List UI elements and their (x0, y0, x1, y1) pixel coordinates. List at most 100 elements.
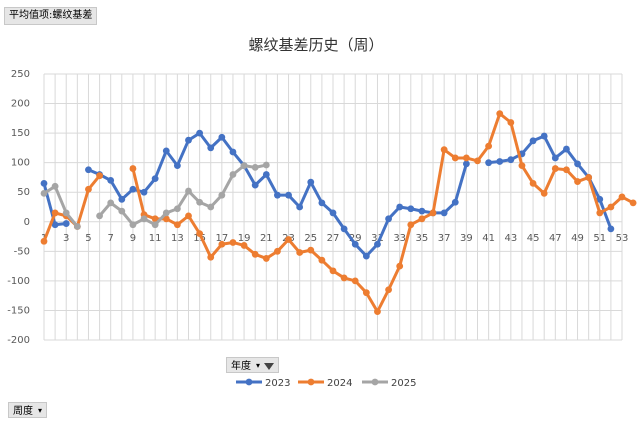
value-field-button[interactable]: 平均值项:螺纹基差 (4, 7, 98, 25)
data-point (185, 187, 192, 195)
data-point (207, 203, 215, 211)
data-point (129, 221, 137, 229)
data-point (596, 209, 604, 217)
data-point (585, 174, 593, 181)
series-line (43, 184, 79, 228)
x-tick-label: 37 (438, 233, 451, 244)
year-filter-button[interactable]: 年度 ▾ (226, 357, 280, 373)
data-point (274, 247, 281, 255)
data-point (551, 154, 559, 162)
x-tick-label: 39 (460, 233, 473, 244)
chart-title: 螺纹基差历史（周） (248, 36, 383, 54)
data-point (51, 209, 59, 217)
legend-item-2023: 2023 (236, 378, 290, 389)
data-point (173, 221, 181, 229)
data-point (85, 166, 92, 174)
data-point (551, 165, 559, 172)
x-tick-label: 29 (349, 233, 362, 244)
data-point (362, 289, 370, 297)
x-tick-label: 49 (571, 233, 584, 244)
data-point (229, 148, 237, 156)
y-tick-label: 50 (17, 187, 30, 198)
series-2025 (40, 161, 270, 230)
y-tick-label: -50 (14, 246, 30, 257)
data-point (218, 133, 226, 141)
series-2024 (40, 110, 637, 316)
data-point (162, 209, 170, 217)
data-point (474, 157, 481, 165)
data-point (418, 215, 426, 223)
data-point (563, 145, 570, 153)
data-point (351, 240, 359, 248)
data-point (140, 188, 148, 196)
data-point (540, 190, 548, 197)
filter-icon (264, 362, 275, 370)
data-point (151, 175, 159, 183)
x-tick-label: 13 (171, 233, 184, 244)
data-point (218, 191, 226, 199)
x-tick-label: 7 (108, 233, 114, 244)
legend-item-2025: 2025 (362, 378, 416, 389)
data-point (340, 225, 348, 233)
data-point (151, 221, 159, 229)
x-tick-label: 43 (504, 233, 517, 244)
x-tick-label: 27 (327, 233, 340, 244)
data-point (362, 252, 370, 260)
data-point (318, 199, 326, 207)
data-point (196, 198, 204, 206)
data-point (129, 185, 137, 193)
data-point (240, 162, 248, 170)
series-line (131, 112, 634, 314)
data-point (96, 172, 103, 180)
data-point (485, 159, 493, 167)
data-point (596, 195, 604, 203)
data-point (118, 195, 126, 203)
data-point (62, 209, 70, 217)
data-point (451, 198, 459, 206)
data-point (507, 156, 515, 164)
data-point (173, 205, 181, 213)
data-point (529, 179, 537, 187)
x-tick-label: 5 (85, 233, 91, 244)
data-point (62, 220, 70, 227)
data-point (374, 308, 381, 316)
y-tick-label: -200 (7, 335, 30, 346)
data-point (385, 215, 392, 223)
y-tick-label: 0 (24, 217, 30, 228)
data-point (218, 240, 226, 248)
x-tick-label: 53 (616, 233, 629, 244)
data-point (618, 193, 626, 201)
x-tick-label: 3 (63, 233, 69, 244)
legend-item-2024: 2024 (298, 378, 352, 389)
data-point (429, 209, 437, 217)
data-point (185, 212, 192, 220)
data-point (318, 256, 326, 264)
x-tick-label: 25 (304, 233, 317, 244)
x-tick-label: 9 (130, 233, 136, 244)
data-point (462, 154, 470, 162)
data-point (173, 162, 181, 170)
data-point (162, 147, 170, 155)
data-point (607, 203, 615, 211)
data-point (207, 144, 215, 152)
data-point (507, 119, 515, 126)
week-field-button[interactable]: 周度 ▾ (8, 402, 48, 418)
x-tick-label: 35 (416, 233, 429, 244)
data-point (274, 191, 281, 199)
data-point (374, 240, 381, 248)
data-point (496, 158, 504, 165)
data-point (296, 249, 304, 256)
value-field-label: 平均值项:螺纹基差 (9, 10, 93, 21)
data-point (396, 262, 404, 270)
dropdown-arrow-icon: ▾ (38, 406, 43, 415)
data-point (518, 162, 526, 170)
legend-label: 2023 (265, 378, 290, 389)
data-point (407, 221, 415, 229)
data-point (229, 239, 237, 246)
x-tick-label: 45 (527, 233, 540, 244)
data-point (329, 267, 337, 275)
data-point (407, 205, 415, 213)
data-point (229, 171, 237, 178)
data-point (40, 190, 48, 197)
